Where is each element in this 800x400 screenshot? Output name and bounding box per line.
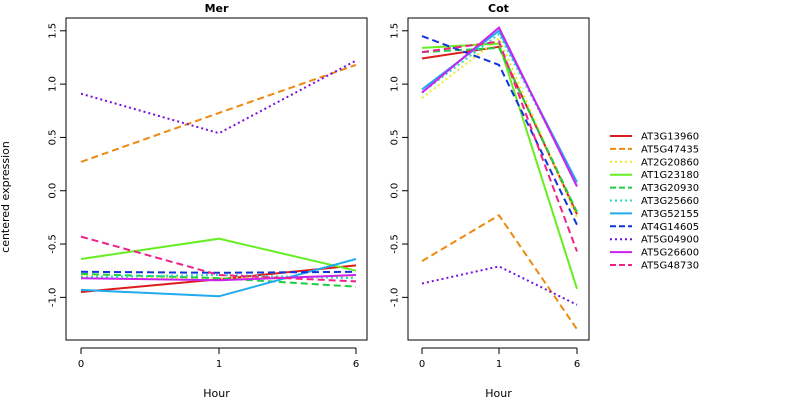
x-axis-label: Hour — [203, 387, 230, 400]
panel-title: Cot — [488, 2, 509, 15]
x-tick-label: 6 — [353, 359, 359, 370]
y-tick-label: 0.5 — [390, 129, 401, 145]
series-line-at5g04900 — [421, 265, 578, 306]
y-tick-label: 0.5 — [48, 129, 59, 145]
series-line-at3g20930 — [421, 46, 578, 213]
legend-label: AT5G48730 — [641, 261, 699, 272]
x-tick-label: 0 — [419, 359, 425, 370]
legend-label: AT3G52155 — [641, 209, 699, 220]
y-tick-label: -1.0 — [390, 288, 401, 308]
x-tick-label: 6 — [574, 359, 580, 370]
y-tick-label: 0.0 — [390, 183, 401, 199]
legend-label: AT4G14605 — [641, 222, 699, 233]
series-line-at5g47435 — [421, 213, 578, 330]
series-line-at5g48730 — [421, 40, 578, 252]
y-axis-label: centered expression — [0, 141, 12, 253]
panel-cot: Cot -1.0 -0.5 0.0 0.5 1.0 1.5 0 1 6 Hour — [390, 2, 590, 400]
legend-label: AT3G13960 — [641, 132, 699, 143]
x-axis-label: Hour — [485, 387, 512, 400]
series-line-at3g25660 — [421, 32, 578, 184]
series-line-at5g48730 — [80, 235, 357, 283]
series-line-at3g52155 — [421, 29, 578, 183]
panel-title: Mer — [205, 2, 229, 15]
y-tick-label: -0.5 — [48, 234, 59, 254]
y-tick-label: 1.5 — [390, 23, 401, 39]
series-line-at5g04900 — [80, 59, 357, 135]
x-tick-label: 1 — [216, 359, 222, 370]
plot-frame — [407, 17, 590, 341]
legend-label: AT2G20860 — [641, 157, 699, 168]
series-line-at4g14605 — [421, 35, 578, 226]
series-line-at5g26600 — [80, 274, 357, 282]
legend-label: AT3G25660 — [641, 196, 699, 207]
y-tick-label: -0.5 — [390, 234, 401, 254]
y-tick-label: 1.0 — [390, 76, 401, 92]
series-line-at3g20930 — [80, 272, 357, 288]
legend-label: AT1G23180 — [641, 170, 699, 181]
series-line-at1g23180 — [80, 237, 357, 272]
series-line-at5g26600 — [421, 26, 578, 187]
series-line-at3g25660 — [80, 273, 357, 280]
y-tick-label: 0.0 — [48, 183, 59, 199]
y-tick-label: -1.0 — [48, 288, 59, 308]
y-tick-label: 1.5 — [48, 23, 59, 39]
series-line-at4g14605 — [80, 270, 357, 274]
x-tick-label: 0 — [78, 359, 84, 370]
series-line-at3g52155 — [80, 258, 357, 298]
series-line-at5g47435 — [80, 63, 357, 163]
panel-mer: Mer -1.0 -0.5 0.0 0.5 1.0 1.5 0 1 6 Hour — [48, 2, 368, 400]
legend-label: AT5G47435 — [641, 144, 699, 155]
plot-frame — [65, 17, 368, 341]
y-tick-label: 1.0 — [48, 76, 59, 92]
legend-label: AT5G26600 — [641, 248, 699, 259]
legend-label: AT5G04900 — [641, 235, 699, 246]
x-tick-label: 1 — [496, 359, 502, 370]
legend-label: AT3G20930 — [641, 183, 699, 194]
